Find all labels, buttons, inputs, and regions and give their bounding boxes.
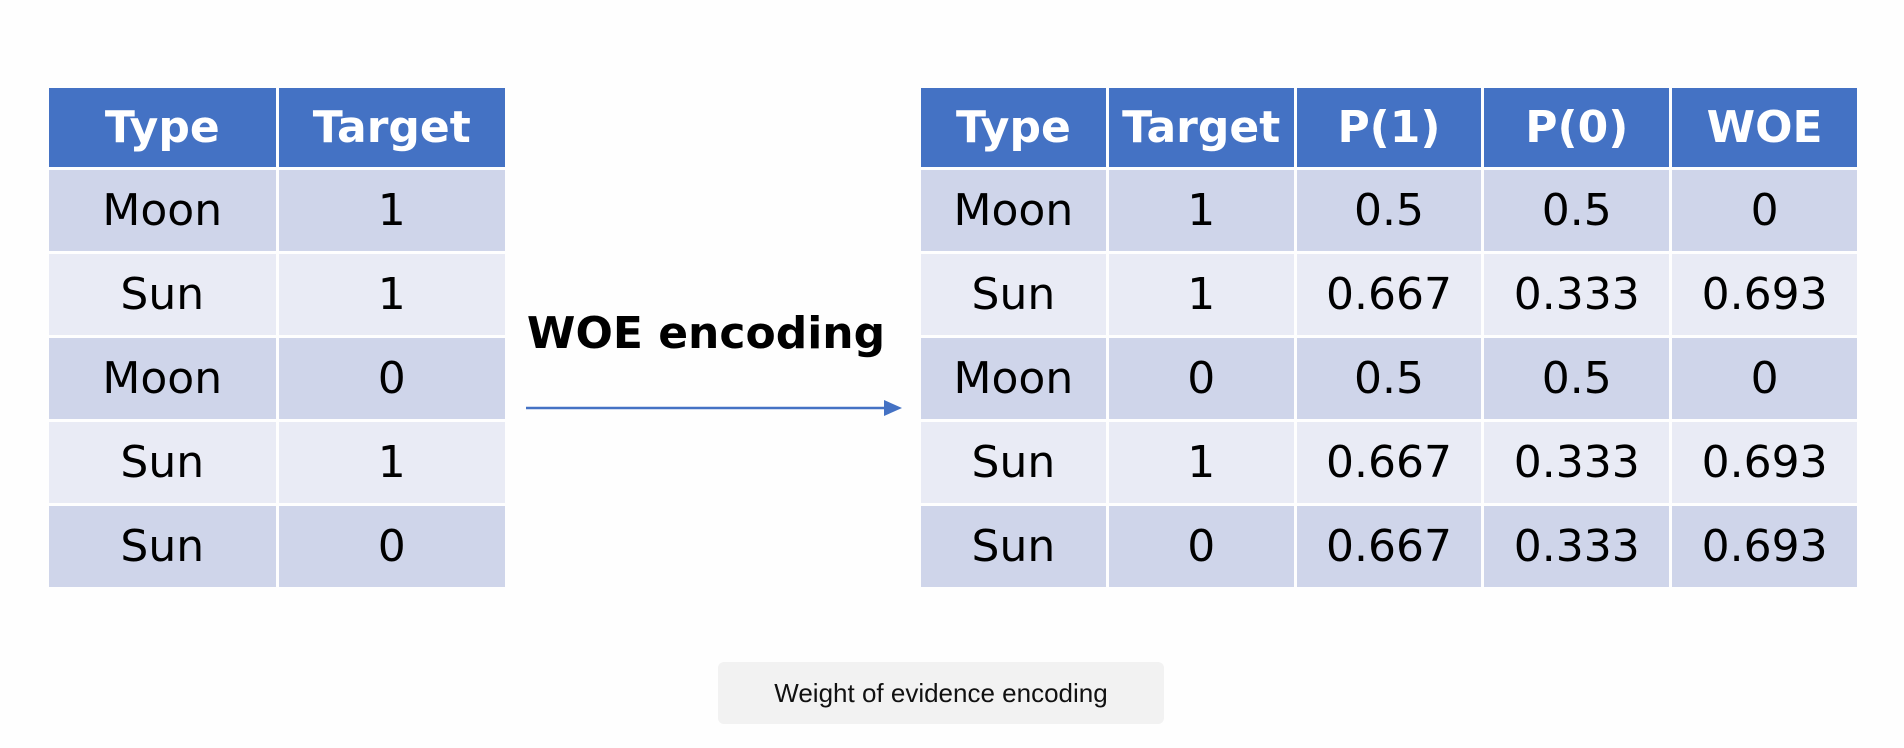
- input-cell-target: 0: [278, 338, 505, 419]
- input-header-type: Type: [49, 88, 276, 167]
- table-row: Sun 1 0.667 0.333 0.693: [921, 254, 1857, 335]
- table-row: Moon 1: [49, 170, 505, 251]
- input-cell-target: 0: [278, 506, 505, 587]
- table-row: Sun 1 0.667 0.333 0.693: [921, 422, 1857, 503]
- table-row: Moon 0: [49, 338, 505, 419]
- input-cell-target: 1: [278, 422, 505, 503]
- input-cell-type: Moon: [49, 170, 276, 251]
- output-cell-target: 0: [1108, 506, 1294, 587]
- output-cell-p0: 0.5: [1484, 170, 1670, 251]
- arrow-right-icon: [526, 400, 902, 416]
- table-row: Moon 1 0.5 0.5 0: [921, 170, 1857, 251]
- output-cell-target: 0: [1108, 338, 1294, 419]
- output-cell-type: Moon: [921, 170, 1106, 251]
- transform-label: WOE encoding: [526, 308, 886, 359]
- output-cell-p0: 0.333: [1484, 422, 1670, 503]
- input-cell-type: Moon: [49, 338, 276, 419]
- output-cell-target: 1: [1108, 254, 1294, 335]
- table-row: Sun 0: [49, 506, 505, 587]
- output-cell-p1: 0.667: [1296, 506, 1482, 587]
- output-header-target: Target: [1108, 88, 1294, 167]
- input-table-header-row: Type Target: [49, 88, 505, 167]
- output-cell-p1: 0.5: [1296, 338, 1482, 419]
- output-table: Type Target P(1) P(0) WOE Moon 1 0.5 0.5…: [918, 85, 1860, 590]
- output-cell-p1: 0.667: [1296, 254, 1482, 335]
- output-header-p1: P(1): [1296, 88, 1482, 167]
- output-cell-p0: 0.333: [1484, 254, 1670, 335]
- output-header-type: Type: [921, 88, 1106, 167]
- table-row: Moon 0 0.5 0.5 0: [921, 338, 1857, 419]
- figure-caption: Weight of evidence encoding: [718, 662, 1164, 724]
- output-header-p0: P(0): [1484, 88, 1670, 167]
- output-cell-type: Sun: [921, 422, 1106, 503]
- input-header-target: Target: [278, 88, 505, 167]
- table-row: Sun 1: [49, 254, 505, 335]
- input-cell-target: 1: [278, 254, 505, 335]
- output-cell-p0: 0.5: [1484, 338, 1670, 419]
- table-row: Sun 1: [49, 422, 505, 503]
- output-cell-woe: 0.693: [1672, 422, 1857, 503]
- output-cell-target: 1: [1108, 170, 1294, 251]
- output-cell-woe: 0.693: [1672, 506, 1857, 587]
- output-cell-type: Moon: [921, 338, 1106, 419]
- output-cell-woe: 0.693: [1672, 254, 1857, 335]
- output-cell-woe: 0: [1672, 170, 1857, 251]
- table-row: Sun 0 0.667 0.333 0.693: [921, 506, 1857, 587]
- output-cell-p1: 0.667: [1296, 422, 1482, 503]
- output-cell-type: Sun: [921, 254, 1106, 335]
- output-table-header-row: Type Target P(1) P(0) WOE: [921, 88, 1857, 167]
- output-cell-woe: 0: [1672, 338, 1857, 419]
- output-header-woe: WOE: [1672, 88, 1857, 167]
- input-cell-type: Sun: [49, 422, 276, 503]
- output-cell-p1: 0.5: [1296, 170, 1482, 251]
- input-cell-type: Sun: [49, 506, 276, 587]
- output-cell-target: 1: [1108, 422, 1294, 503]
- output-cell-type: Sun: [921, 506, 1106, 587]
- input-cell-type: Sun: [49, 254, 276, 335]
- input-cell-target: 1: [278, 170, 505, 251]
- output-cell-p0: 0.333: [1484, 506, 1670, 587]
- input-table: Type Target Moon 1 Sun 1 Moon 0 Sun 1 Su…: [46, 85, 508, 590]
